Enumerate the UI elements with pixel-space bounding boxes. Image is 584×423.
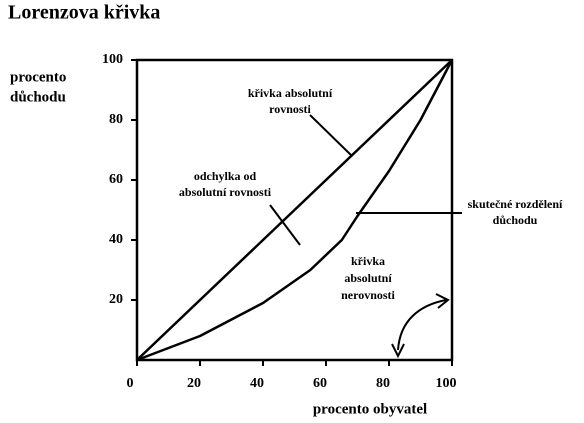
x-tick-label: 20 bbox=[187, 376, 201, 391]
annotation: nerovnosti bbox=[341, 288, 395, 302]
x-axis-label: procento obyvatel bbox=[313, 401, 427, 417]
arrowhead bbox=[391, 343, 405, 359]
annotation: křivka absolutní bbox=[248, 86, 333, 100]
series-line bbox=[136, 59, 453, 361]
annotation: důchodu bbox=[493, 213, 538, 227]
y-tick-label: 80 bbox=[109, 112, 123, 127]
chart-title: Lorenzova křivka bbox=[8, 2, 160, 24]
pointers bbox=[269, 114, 462, 359]
annotation: absolutní bbox=[344, 271, 392, 285]
arrowhead bbox=[435, 293, 450, 309]
x-tick-label: 80 bbox=[376, 376, 390, 391]
x-tick-label: 40 bbox=[250, 376, 264, 391]
x-tick-label: 60 bbox=[313, 376, 327, 391]
pointer bbox=[309, 114, 353, 157]
y-tick-label: 40 bbox=[109, 232, 123, 247]
annotation: skutečné rozdělení bbox=[468, 197, 563, 211]
pointer bbox=[269, 204, 301, 246]
y-tick-label: 100 bbox=[102, 52, 123, 67]
y-tick-label: 60 bbox=[109, 172, 123, 187]
curved-arrow bbox=[397, 299, 447, 351]
y-axis-label: procento bbox=[10, 69, 66, 85]
y-axis-label: důchodu bbox=[10, 89, 66, 105]
plot-frame bbox=[135, 58, 454, 362]
annotation: rovnosti bbox=[269, 102, 311, 116]
x-tick-label: 0 bbox=[127, 376, 134, 391]
annotations: křivka absolutní rovnosti odchylka od ab… bbox=[179, 86, 563, 302]
y-tick-label: 20 bbox=[109, 292, 123, 307]
series-line bbox=[136, 59, 454, 362]
annotation: absolutní rovnosti bbox=[179, 185, 272, 199]
annotation: odchylka od bbox=[194, 169, 257, 183]
annotation: křivka bbox=[351, 254, 385, 268]
x-tick-label: 100 bbox=[436, 376, 457, 391]
